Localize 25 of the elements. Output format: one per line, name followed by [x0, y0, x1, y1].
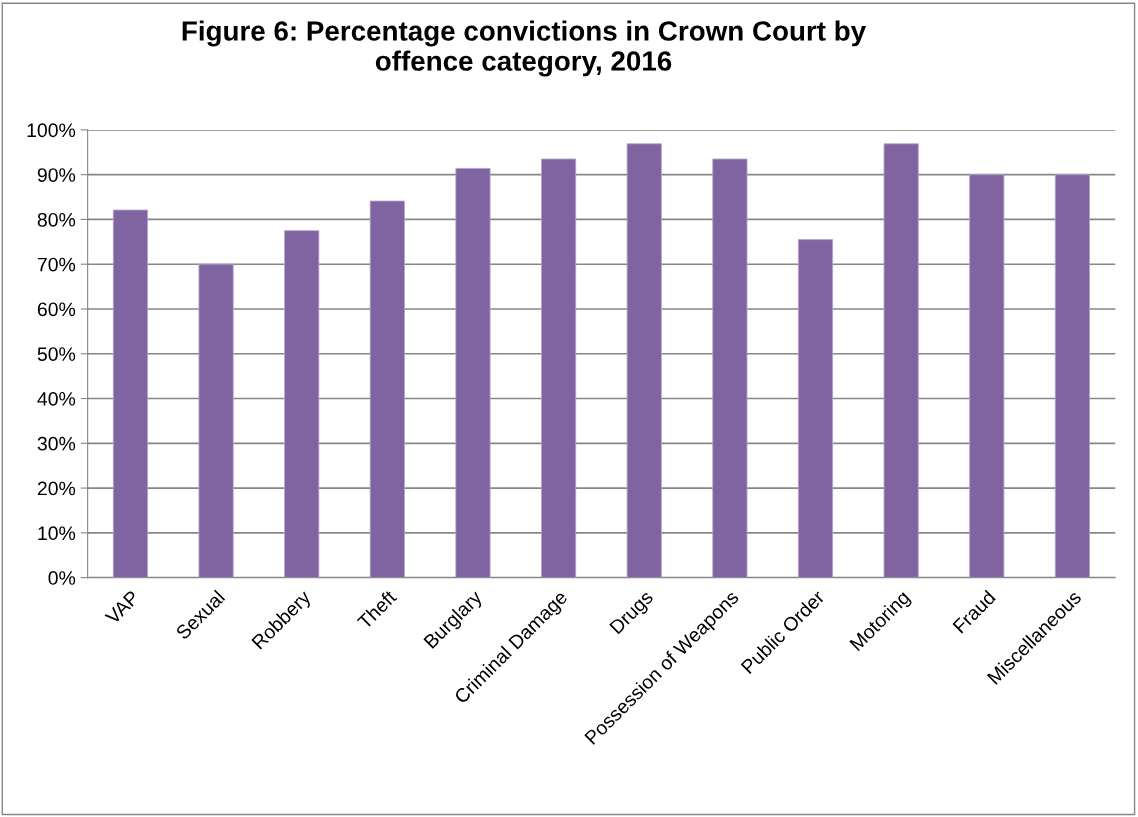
y-tick-label: 90%	[37, 168, 76, 182]
x-tick-label: VAP	[104, 589, 140, 626]
y-tick-label: 40%	[37, 392, 76, 406]
y-tick-label: 0%	[48, 571, 76, 585]
bar	[626, 143, 662, 578]
bar	[198, 263, 234, 578]
y-tick-label: 100%	[27, 123, 76, 138]
y-tick-label: 50%	[37, 347, 76, 361]
bar	[797, 239, 834, 578]
bar	[883, 143, 919, 578]
chart-title: Figure 6: Percentage convictions in Crown Court by offence category, 2016	[182, 20, 866, 77]
y-tick-label: 80%	[37, 212, 76, 227]
bar	[969, 174, 1005, 578]
bar	[541, 158, 577, 578]
y-tick-label: 20%	[37, 481, 76, 496]
bar	[455, 167, 491, 578]
y-tick-label: 70%	[37, 257, 76, 272]
bar	[1054, 174, 1090, 578]
bar	[369, 200, 405, 578]
bar	[112, 209, 148, 578]
bar	[284, 230, 320, 578]
y-tick-label: 30%	[37, 436, 76, 451]
y-tick-label: 10%	[38, 526, 76, 541]
y-tick-label: 60%	[37, 302, 76, 317]
bar	[712, 158, 748, 578]
